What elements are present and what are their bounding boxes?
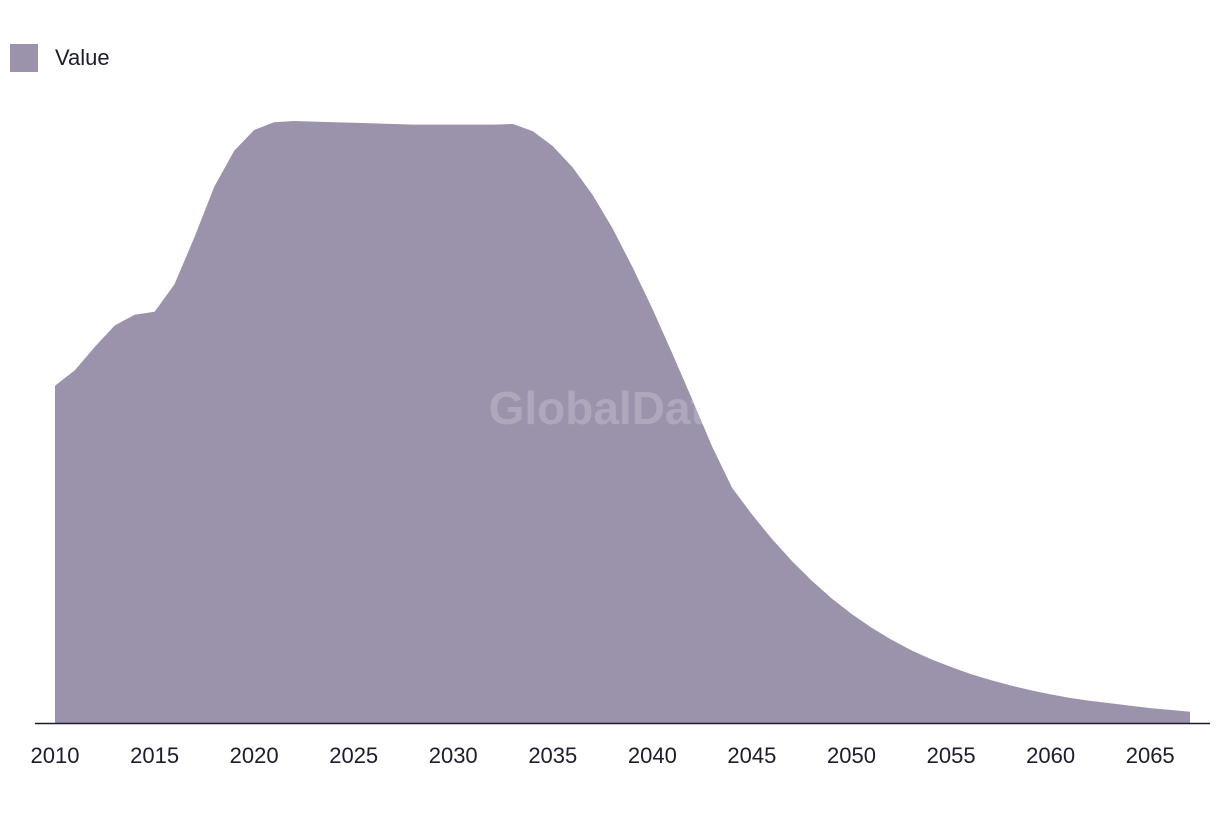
legend-label: Value — [55, 45, 110, 70]
x-tick-label: 2045 — [727, 743, 776, 768]
x-tick-label: 2015 — [130, 743, 179, 768]
x-tick-label: 2035 — [528, 743, 577, 768]
legend-swatch — [10, 44, 38, 72]
x-tick-label: 2025 — [329, 743, 378, 768]
x-tick-label: 2055 — [927, 743, 976, 768]
chart-legend: Value — [10, 44, 110, 72]
x-tick-label: 2040 — [628, 743, 677, 768]
x-tick-label: 2010 — [31, 743, 80, 768]
x-tick-label: 2050 — [827, 743, 876, 768]
x-tick-label: 2020 — [230, 743, 279, 768]
x-tick-label: 2060 — [1026, 743, 1075, 768]
watermark-text: GlobalData — [489, 382, 732, 434]
series-area-value — [55, 121, 1190, 723]
x-tick-label: 2065 — [1126, 743, 1175, 768]
x-tick-label: 2030 — [429, 743, 478, 768]
